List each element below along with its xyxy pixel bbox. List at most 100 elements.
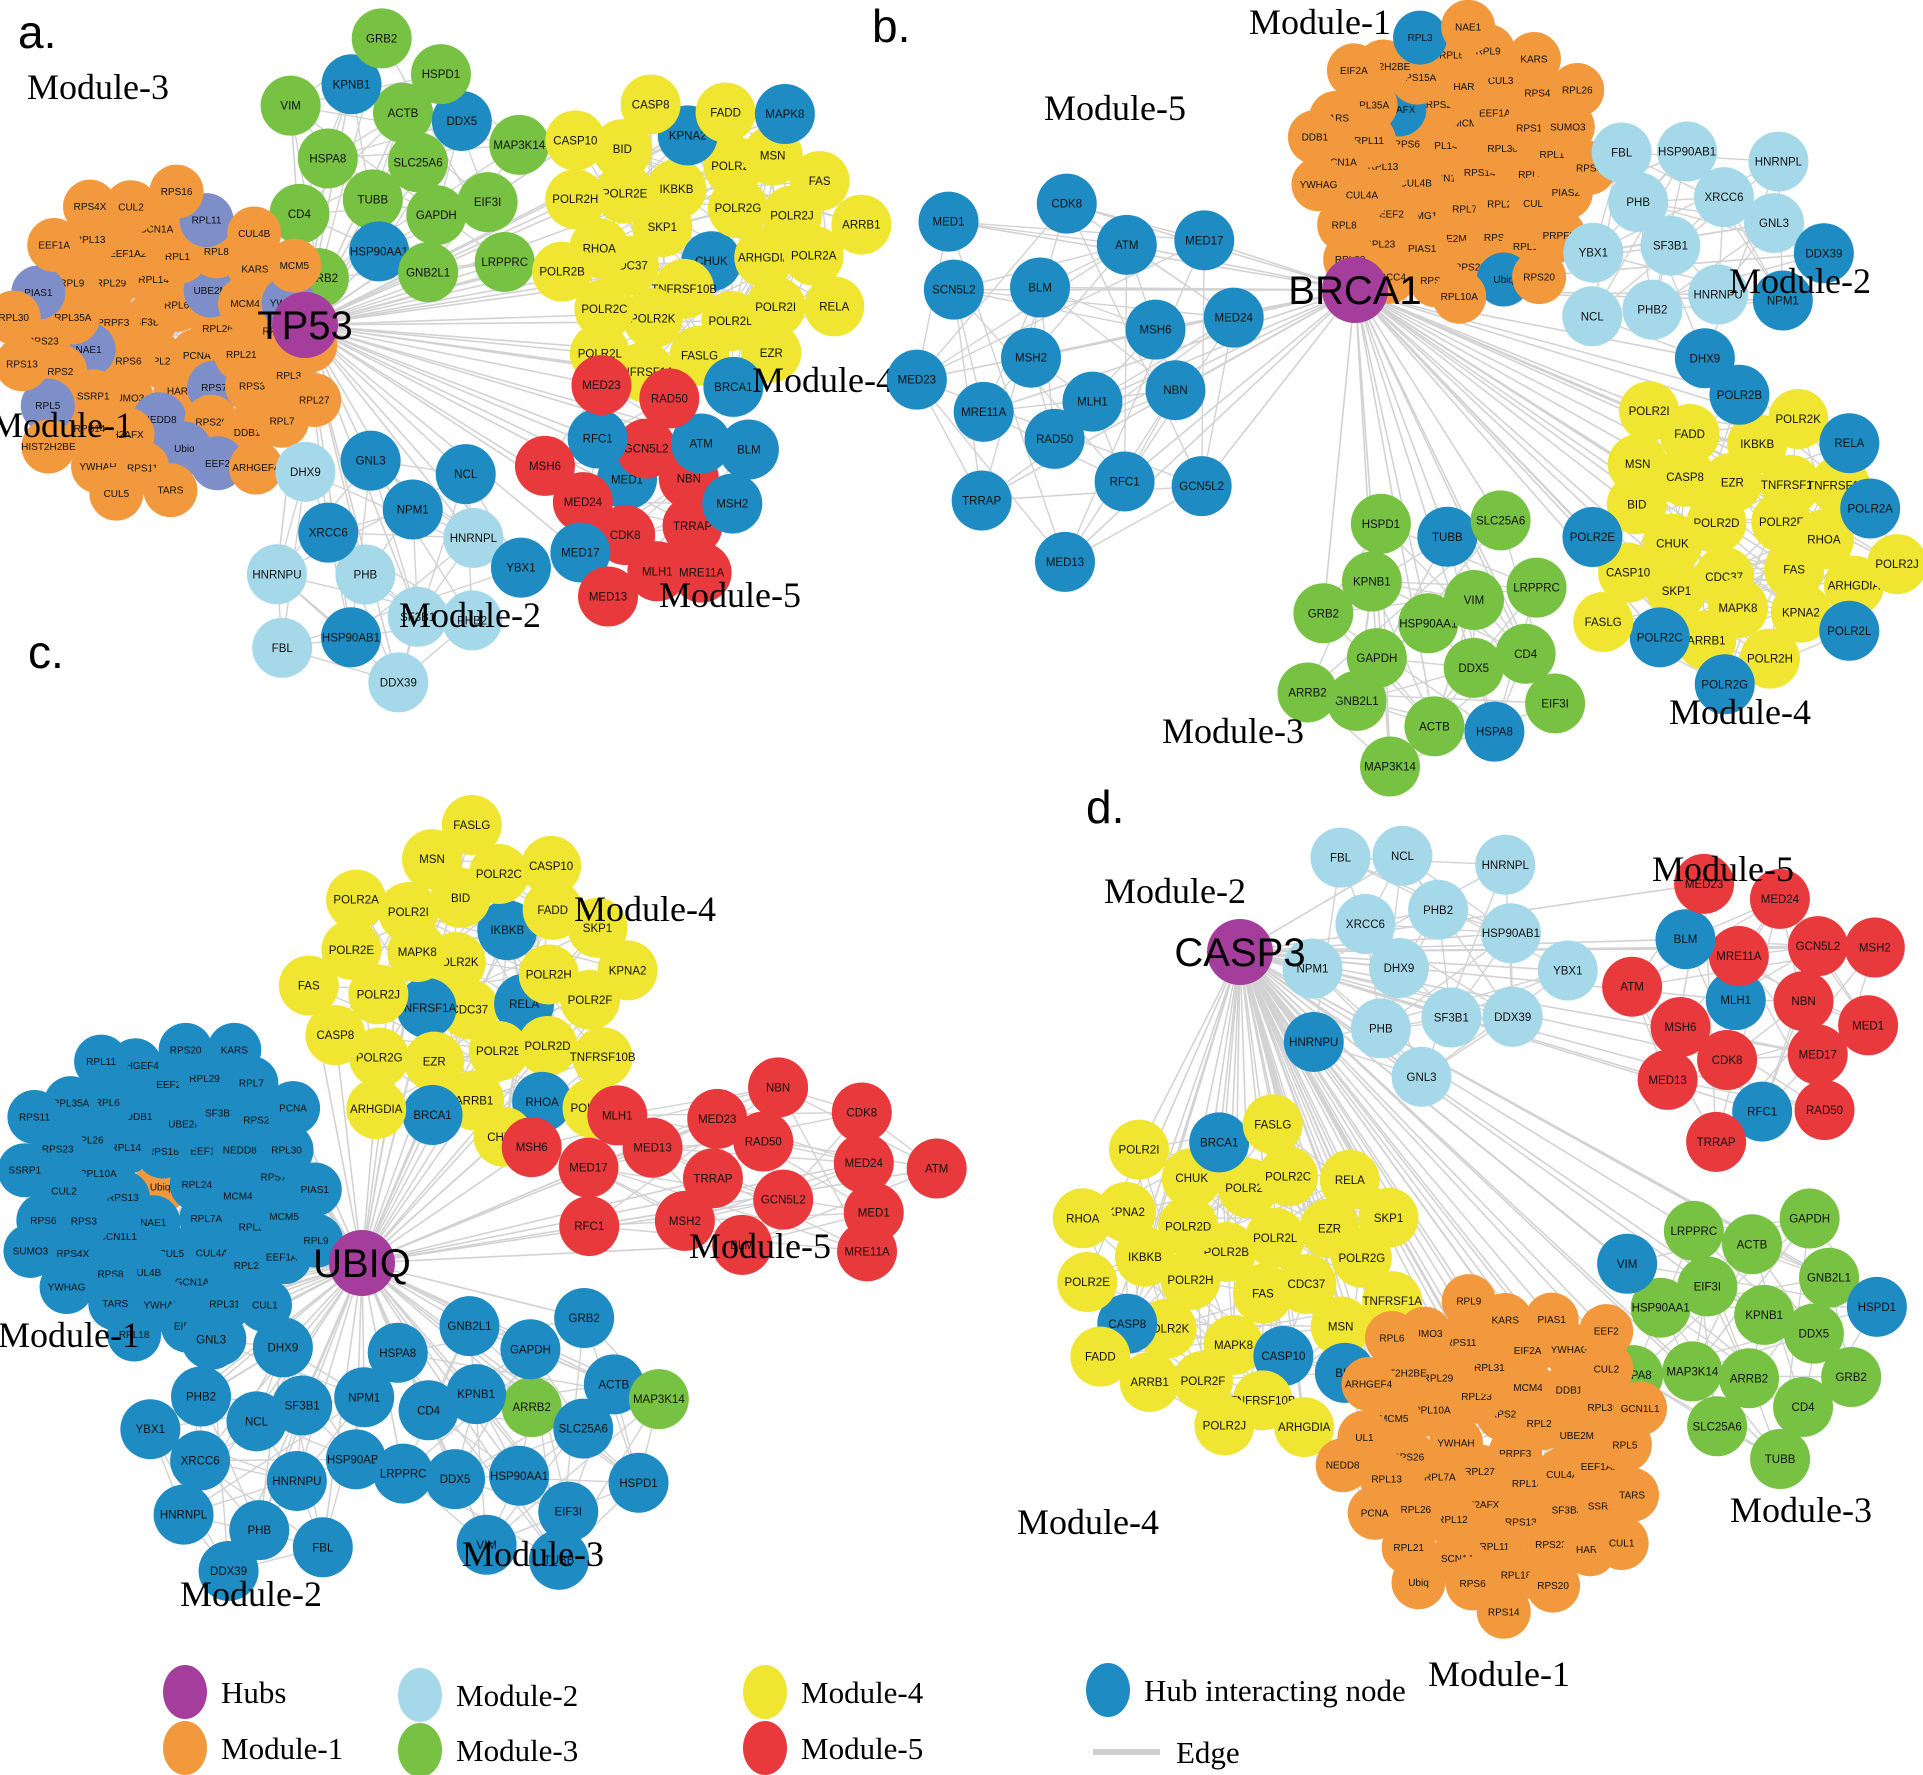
edge: [397, 473, 467, 683]
node-BRCA1: [402, 1084, 463, 1145]
node-ATM: [1096, 214, 1157, 275]
node-DDX5: [431, 90, 492, 151]
module-label-d-module-3: Module-3: [1730, 1490, 1872, 1530]
node-SSRP1: [0, 1143, 52, 1198]
node-RHOA: [1052, 1188, 1113, 1249]
panel-a-nodes: SLC25A6TUBBACTBGAPDHHSPA8DDX5HSP90AA1KPN…: [0, 8, 892, 713]
node-GAPDH: [500, 1319, 561, 1380]
hub-edge: [361, 1167, 937, 1264]
node-VIM: [260, 75, 321, 136]
node-MSH2: [1844, 917, 1905, 978]
node-ATM: [1602, 956, 1663, 1017]
node-DDX39: [1793, 223, 1854, 284]
node-CDK8: [831, 1082, 892, 1143]
hub-edge: [361, 1177, 714, 1264]
node-HSP90AB1: [1657, 121, 1718, 182]
node-PCNA: [266, 1081, 321, 1136]
edge: [916, 244, 1128, 381]
node-NBN: [1145, 360, 1206, 421]
hub-edge: [1239, 951, 1695, 1232]
edge: [741, 1167, 937, 1246]
node-MLH1: [1705, 970, 1766, 1031]
node-EIF3I: [457, 172, 518, 233]
node-EZR: [404, 1031, 465, 1092]
node-RPS14: [1476, 1584, 1531, 1639]
node-IKBKB: [646, 159, 707, 220]
node-POLR2F: [1172, 1350, 1233, 1411]
node-GNL3: [1391, 1046, 1452, 1107]
hub-edge: [1354, 289, 1449, 538]
node-GRB2: [351, 8, 412, 69]
node-GCN5L2: [1787, 916, 1848, 977]
node-HNRNPU: [266, 1450, 327, 1511]
node-DDX39: [1482, 986, 1543, 1047]
node-POLR2G: [1694, 654, 1755, 715]
node-BLM: [1010, 257, 1071, 318]
node-MED17: [550, 522, 611, 583]
node-SLC25A6: [1687, 1396, 1748, 1457]
node-EEF2: [1579, 1304, 1634, 1359]
node-GCN5L2: [616, 418, 677, 479]
hub-node-CASP3: [1207, 919, 1273, 985]
node-DDX39: [198, 1540, 259, 1601]
node-MRE11A: [837, 1221, 898, 1282]
node-TNFRSF1A: [1760, 454, 1821, 515]
node-CDC37: [439, 979, 500, 1040]
node-MAP3K14: [489, 114, 550, 175]
node-SKP1: [1358, 1187, 1419, 1248]
node-POLR2I: [1109, 1119, 1170, 1180]
edge: [1591, 151, 1688, 317]
node-SF3B1: [272, 1375, 333, 1436]
node-HSPD1: [608, 1452, 669, 1513]
node-TUBB: [342, 169, 403, 230]
node-ARHGDIA: [346, 1079, 407, 1140]
node-Ubiq: [1391, 1555, 1446, 1610]
node-MRE11A: [953, 381, 1014, 442]
edge: [1200, 240, 1205, 487]
node-RPS16: [149, 164, 204, 219]
node-POLR2E: [321, 919, 382, 980]
node-PHB: [335, 544, 396, 605]
node-RPL9: [1441, 1274, 1496, 1329]
node-SKP1: [1646, 560, 1707, 621]
node-NCL: [1562, 286, 1623, 347]
node-DHX9: [1368, 937, 1429, 998]
node-HSPA8: [1464, 701, 1525, 762]
node-RAD50: [733, 1111, 794, 1172]
node-GNB2L1: [439, 1296, 500, 1357]
node-RFC1: [1094, 451, 1155, 512]
node-MLH1: [1062, 371, 1123, 432]
node-MSN: [1310, 1296, 1371, 1357]
hub-edge: [1126, 244, 1356, 291]
node-MED13: [578, 566, 639, 627]
node-MED23: [687, 1088, 748, 1149]
node-RPL10A: [1432, 269, 1487, 324]
node-MLH1: [627, 541, 688, 602]
node-DDX5: [1783, 1303, 1844, 1364]
node-HSPA8: [367, 1322, 428, 1383]
node-MSH2: [702, 473, 763, 534]
legend-label: Module-1: [221, 1731, 343, 1766]
hub-edge: [304, 324, 581, 554]
node-NPM1: [382, 479, 443, 540]
node-POLR2E: [594, 163, 655, 224]
node-KPNB1: [1734, 1284, 1795, 1345]
node-PIAS1: [287, 1162, 342, 1217]
node-CDK8: [1036, 173, 1097, 234]
legend-label-edge: Edge: [1176, 1735, 1240, 1770]
edge: [983, 244, 1128, 413]
node-HIST2H2BE: [21, 419, 76, 474]
node-DDX39: [368, 652, 429, 713]
hub-edge: [304, 261, 505, 326]
hub-edge: [304, 324, 602, 386]
node-MSH6: [1125, 299, 1186, 360]
legend-label: Module-2: [456, 1678, 578, 1713]
node-FASLG: [441, 795, 502, 856]
node-CHUK: [1642, 513, 1703, 574]
node-RPL30: [0, 290, 41, 345]
node-FBL: [252, 617, 313, 678]
node-NPM1: [334, 1367, 395, 1428]
node-GAPDH: [1779, 1188, 1840, 1249]
node-SKP1: [567, 897, 628, 958]
node-VIM: [456, 1514, 517, 1575]
